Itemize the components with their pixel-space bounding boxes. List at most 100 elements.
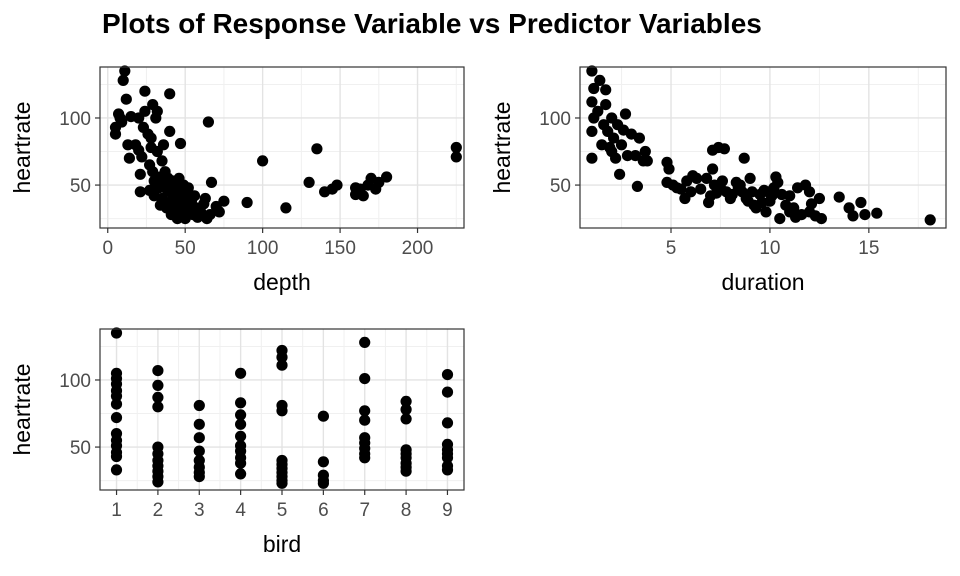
data-point <box>450 151 462 163</box>
data-point <box>586 96 598 108</box>
data-point <box>619 108 632 120</box>
data-point <box>276 359 288 371</box>
data-point <box>117 74 129 86</box>
data-point <box>594 74 606 86</box>
data-point <box>235 367 247 379</box>
data-point <box>586 125 598 137</box>
data-point <box>152 365 164 377</box>
data-point <box>110 390 123 402</box>
data-point <box>400 403 412 416</box>
data-point <box>174 137 187 150</box>
data-point <box>400 413 412 425</box>
data-point <box>450 141 462 154</box>
panel-border <box>579 66 947 229</box>
x-tick-label: 1 <box>111 500 122 521</box>
data-point <box>707 163 719 175</box>
data-point <box>276 405 288 417</box>
data-point <box>145 132 157 144</box>
data-point <box>120 93 132 105</box>
data-point <box>600 99 612 111</box>
data-point <box>859 209 871 221</box>
x-tick-label: 3 <box>194 500 205 521</box>
y-tick-label: 100 <box>539 109 571 130</box>
panel-bird: 1 2 3 4 5 6 7 8 9 50 100 bird heartrate <box>9 327 465 557</box>
data-point <box>803 186 816 198</box>
data-point <box>774 213 786 225</box>
data-point <box>110 450 123 463</box>
panel-border <box>99 66 465 229</box>
y-tick-label: 50 <box>70 438 91 459</box>
panel-depth: 0 50 100 150 200 50 100 depth heartrate <box>9 65 465 295</box>
data-point <box>235 430 247 442</box>
data-point <box>615 139 628 151</box>
data-point <box>359 405 371 417</box>
data-point <box>139 105 151 117</box>
data-point <box>641 155 653 167</box>
data-point <box>629 150 642 162</box>
data-point <box>803 206 816 218</box>
data-point <box>701 172 713 184</box>
data-point <box>441 386 454 398</box>
x-tick-label: 9 <box>442 500 453 521</box>
data-point <box>441 452 454 464</box>
data-point <box>738 152 750 164</box>
data-point <box>441 369 454 381</box>
data-point <box>631 180 644 192</box>
x-tick-label: 7 <box>359 500 370 521</box>
data-point <box>193 445 205 457</box>
data-point <box>152 401 164 413</box>
data-point <box>855 196 867 209</box>
y-axis-label: heartrate <box>9 101 35 193</box>
data-point <box>193 471 205 483</box>
data-point <box>718 143 731 155</box>
y-tick-label: 50 <box>550 176 571 197</box>
y-axis-label: heartrate <box>489 101 515 193</box>
data-point <box>114 112 126 124</box>
data-point <box>311 143 323 155</box>
data-point <box>303 176 315 188</box>
data-point <box>784 190 796 202</box>
data-point <box>134 186 146 198</box>
data-point <box>610 152 622 164</box>
data-point <box>675 183 687 195</box>
x-tick-label: 2 <box>153 500 164 521</box>
data-point <box>359 336 371 348</box>
x-tick-label: 200 <box>402 238 434 259</box>
x-tick-label: 15 <box>858 238 879 259</box>
x-tick-label: 10 <box>759 238 780 259</box>
data-point <box>600 84 612 96</box>
data-point <box>276 477 288 489</box>
data-point <box>586 65 598 77</box>
data-point <box>193 418 205 430</box>
data-point <box>744 172 756 184</box>
data-point <box>685 186 697 198</box>
data-point <box>373 176 385 188</box>
data-point <box>790 211 802 223</box>
data-point <box>152 476 164 488</box>
x-tick-label: 4 <box>235 500 246 521</box>
data-point <box>331 179 343 191</box>
y-tick-label: 100 <box>59 109 91 130</box>
data-point <box>592 105 604 117</box>
data-point <box>317 477 329 489</box>
y-axis-label: heartrate <box>9 363 35 455</box>
data-point <box>235 418 247 430</box>
data-point <box>381 171 393 183</box>
x-tick-label: 100 <box>247 238 279 259</box>
data-point <box>691 172 703 184</box>
data-point <box>193 432 205 444</box>
data-point <box>164 88 176 100</box>
data-point <box>235 397 247 409</box>
data-point <box>633 132 646 144</box>
x-tick-label: 0 <box>102 238 113 259</box>
data-point <box>110 398 123 410</box>
x-axis-label: bird <box>263 531 301 557</box>
data-point <box>716 175 729 187</box>
data-point <box>202 116 214 128</box>
data-point <box>813 192 826 205</box>
data-point <box>695 183 707 195</box>
data-point <box>871 207 883 219</box>
data-point <box>122 139 134 151</box>
data-point <box>235 457 247 469</box>
